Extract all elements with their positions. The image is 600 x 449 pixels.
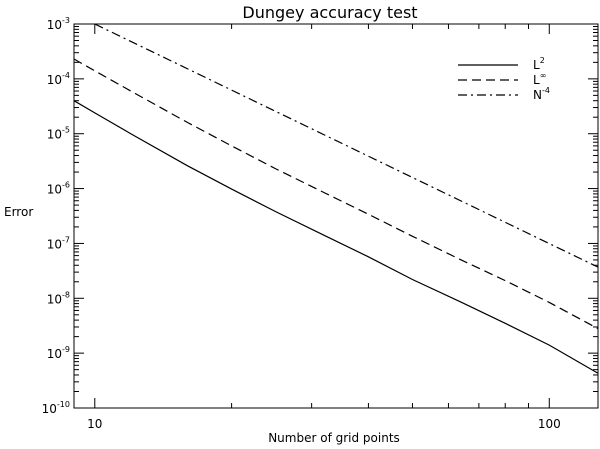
legend-label: N-4 (533, 86, 550, 102)
legend-label: L2 (533, 56, 545, 72)
plot-frame (73, 23, 599, 409)
y-axis-title: Error (4, 205, 33, 219)
x-axis-title: Number of grid points (268, 431, 400, 445)
legend-label: L∞ (533, 71, 546, 87)
chart-title: Dungey accuracy test (242, 3, 417, 22)
series-line-1 (73, 58, 599, 330)
y-tick-label: 10-3 (47, 16, 70, 32)
y-tick-label: 10-9 (47, 345, 70, 361)
x-tick-label: 100 (538, 417, 561, 431)
y-tick-label: 10-6 (47, 181, 70, 197)
y-tick-label: 10-7 (47, 235, 70, 251)
y-tick-label: 10-4 (47, 71, 70, 87)
y-tick-label: 10-8 (47, 290, 70, 306)
series-line-0 (73, 100, 599, 374)
series-lines (73, 23, 599, 374)
x-tick-label: 10 (87, 417, 102, 431)
y-tick-label: 10-5 (47, 126, 70, 142)
legend: L2L∞N-4 (458, 56, 550, 102)
series-line-2 (94, 23, 599, 268)
y-tick-label: 10-10 (42, 400, 70, 416)
ticks: 10-10 10-9 10-8 10-7 10-6 10-5 10-4 10-3 10 100 (42, 16, 598, 431)
